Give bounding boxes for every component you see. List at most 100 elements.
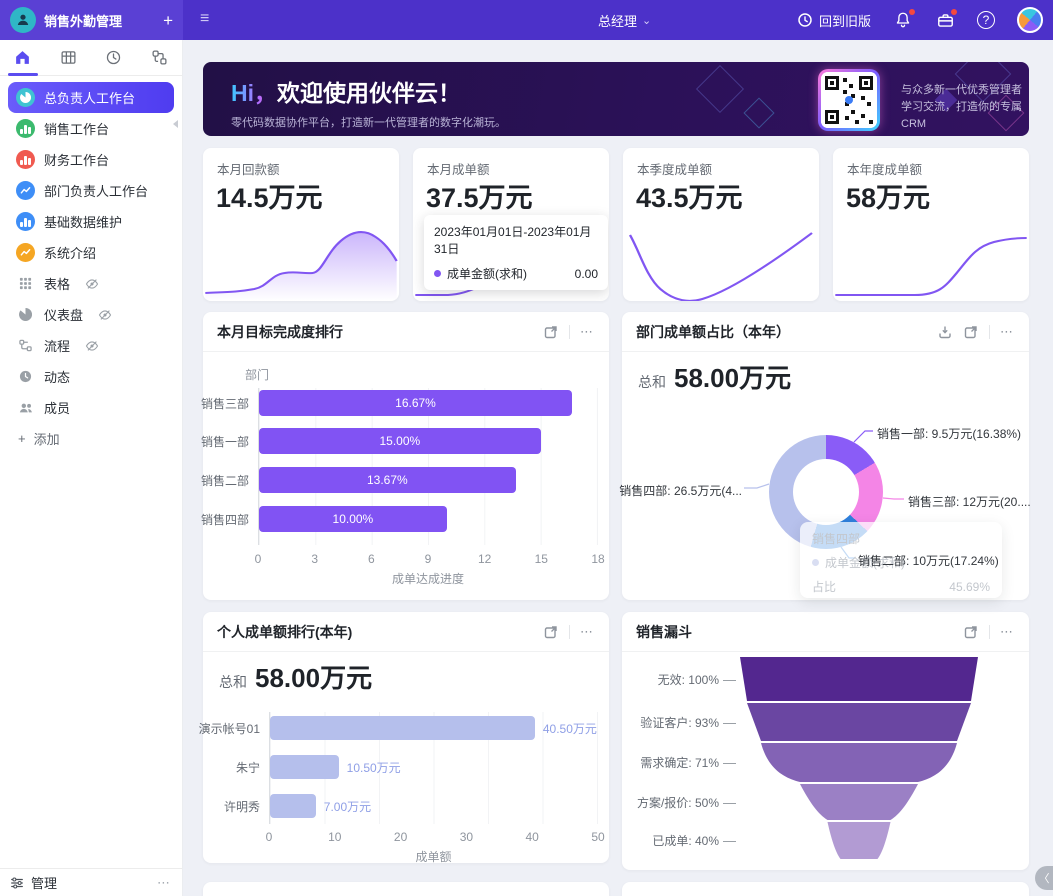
stat-value: 14.5万元 (216, 183, 323, 213)
next-card-stub (203, 882, 609, 896)
top-bar: 销售外勤管理 + ≡ 总经理 ⌄ 回到旧版 ? (0, 0, 1053, 40)
bar[interactable]: 13.67% (259, 467, 516, 493)
notifications-button[interactable] (893, 9, 915, 30)
bar-value-label: 15.00% (379, 434, 421, 448)
sidebar: 总负责人工作台 销售工作台 财务工作台 部门负责人工作台 基础数据维护 系统介绍… (0, 40, 183, 896)
total-label: 总和 (638, 374, 666, 390)
new-app-button[interactable]: + (163, 10, 173, 30)
sidebar-item-dashboards[interactable]: 仪表盘 (8, 299, 174, 330)
sidebar-item-chief-workspace[interactable]: 总负责人工作台 (8, 82, 174, 113)
expand-icon[interactable] (963, 624, 979, 640)
more-icon[interactable]: ⋯ (580, 623, 595, 639)
sidebar-tabs (0, 40, 182, 76)
sidebar-item-label: 系统介绍 (44, 246, 97, 261)
sidebar-item-members[interactable]: 成员 (8, 392, 174, 423)
eye-off-icon (85, 277, 99, 291)
bar-value-label: 10.50万元 (346, 760, 401, 775)
inbox-button[interactable] (935, 9, 957, 30)
sidebar-item-label: 部门负责人工作台 (44, 184, 149, 199)
funnel-stage-label: 已成单: 40% (652, 832, 736, 849)
sidebar-add-button[interactable]: + 添加 (8, 423, 174, 454)
back-to-old-version-button[interactable]: 回到旧版 (797, 11, 871, 30)
chevron-down-icon: ⌄ (642, 14, 652, 27)
bar[interactable] (270, 716, 535, 740)
help-button[interactable]: ? (977, 11, 995, 29)
stat-label: 本年度成单额 (847, 163, 923, 177)
tab-workflow[interactable] (137, 40, 183, 75)
banner-hi: Hi， (231, 80, 277, 106)
qr-caption-line2: 学习交流，打造你的专属CRM (901, 101, 1022, 130)
tab-tables[interactable] (46, 40, 92, 75)
stat-card-monthly-collection[interactable]: 本月回款额 14.5万元 (203, 148, 399, 301)
expand-icon[interactable] (543, 624, 559, 640)
sidebar-item-system-intro[interactable]: 系统介绍 (8, 237, 174, 268)
more-icon[interactable]: ⋯ (580, 323, 595, 339)
sidebar-item-flows[interactable]: 流程 (8, 330, 174, 361)
stat-card-year-deals[interactable]: 本年度成单额 58万元 (833, 148, 1029, 301)
qr-caption: 与众多新一代优秀管理者 学习交流，打造你的专属CRM (901, 82, 1029, 133)
total-value: 58.00万元 (674, 363, 792, 393)
tooltip-row-label: 成单金额(求和) (825, 556, 905, 570)
bar[interactable]: 15.00% (259, 428, 541, 454)
bar[interactable] (270, 794, 316, 818)
tooltip-date-range: 2023年01月01日-2023年01月31日 (434, 225, 592, 256)
banner-title: Hi，欢迎使用伙伴云！ 零代码数据协作平台，打造新一代管理者的数字化潮玩。 (231, 74, 506, 130)
role-selector[interactable]: 总经理 ⌄ (598, 0, 651, 40)
card-title: 个人成单额排行(本年) (217, 623, 353, 640)
hamburger-icon[interactable]: ≡ (200, 10, 210, 27)
stat-card-monthly-deals[interactable]: 本月成单额 37.5万元 2023年01月01日-2023年01月31日 成单金… (413, 148, 609, 301)
inbox-badge (951, 9, 957, 15)
goal-ranking-card: 本月目标完成度排行 ⋯ 部门 销售三部 16.67% 销售一部 15.00% 销… (201, 312, 609, 600)
stat-value: 37.5万元 (426, 183, 533, 213)
tab-home[interactable] (0, 40, 46, 76)
stat-label: 本月成单额 (427, 163, 490, 177)
sidebar-item-dept-manager-workspace[interactable]: 部门负责人工作台 (8, 175, 174, 206)
more-icon[interactable]: ⋯ (1000, 623, 1015, 639)
sidebar-menu: 总负责人工作台 销售工作台 财务工作台 部门负责人工作台 基础数据维护 系统介绍… (0, 76, 182, 454)
tab-history[interactable] (91, 40, 137, 75)
bar[interactable] (270, 755, 339, 779)
sidebar-item-sales-workspace[interactable]: 销售工作台 (8, 113, 174, 144)
chart-tooltip: 2023年01月01日-2023年01月31日 成单金额(求和) 0.00 (424, 215, 608, 290)
more-icon[interactable]: ⋯ (157, 874, 172, 890)
stat-value: 58万元 (846, 183, 931, 213)
banner-subtitle: 零代码数据协作平台，打造新一代管理者的数字化潮玩。 (231, 117, 506, 129)
members-icon (16, 398, 35, 417)
goal-bar-plot: 销售三部 16.67% 销售一部 15.00% 销售二部 13.67% 销售四部… (201, 388, 598, 545)
bar[interactable]: 16.67% (259, 390, 573, 416)
slice-label: 销售三部: 12万元(20.... (908, 495, 1031, 509)
total-value: 58.00万元 (255, 663, 373, 693)
bar-category: 演示帐号01 (198, 721, 260, 736)
expand-icon[interactable] (963, 324, 979, 340)
sidebar-item-finance-workspace[interactable]: 财务工作台 (8, 144, 174, 175)
sidebar-collapse-arrow[interactable] (173, 120, 178, 128)
stat-value: 43.5万元 (636, 183, 743, 213)
sidebar-item-base-data[interactable]: 基础数据维护 (8, 206, 174, 237)
app-header: 销售外勤管理 + (0, 0, 183, 40)
stat-label: 本月回款额 (217, 163, 280, 177)
more-icon[interactable]: ⋯ (1000, 323, 1015, 339)
bar[interactable]: 10.00% (259, 506, 447, 532)
history-icon (798, 13, 812, 27)
expand-icon[interactable] (543, 324, 559, 340)
welcome-banner[interactable]: Hi，欢迎使用伙伴云！ 零代码数据协作平台，打造新一代管理者的数字化潮玩。 与众… (203, 62, 1029, 136)
personal-ranking-card: 个人成单额排行(本年) ⋯ 总和 58.00万元 演示帐号01 40.50万元 … (199, 612, 609, 864)
home-icon (16, 51, 30, 64)
user-avatar[interactable] (1017, 7, 1043, 33)
clock-icon (107, 50, 121, 65)
app-logo[interactable] (10, 7, 36, 33)
sidebar-item-activity[interactable]: 动态 (8, 361, 174, 392)
banner-title-text: 欢迎使用伙伴云！ (277, 80, 461, 106)
funnel-chart[interactable] (712, 657, 1002, 862)
stat-label: 本季度成单额 (637, 163, 713, 177)
export-icon[interactable] (937, 324, 953, 340)
bar-chart-icon (16, 119, 35, 138)
total-label: 总和 (219, 674, 247, 690)
stat-card-quarter-deals[interactable]: 本季度成单额 43.5万元 (623, 148, 819, 301)
topbar-actions: 回到旧版 ? (797, 0, 1043, 40)
sidebar-item-tables[interactable]: 表格 (8, 268, 174, 299)
panel-collapse-handle[interactable]: 〈 (1035, 866, 1053, 890)
manage-label: 管理 (31, 876, 58, 891)
manage-row[interactable]: 管理 ⋯ (0, 868, 182, 896)
activity-clock-icon (16, 367, 35, 386)
